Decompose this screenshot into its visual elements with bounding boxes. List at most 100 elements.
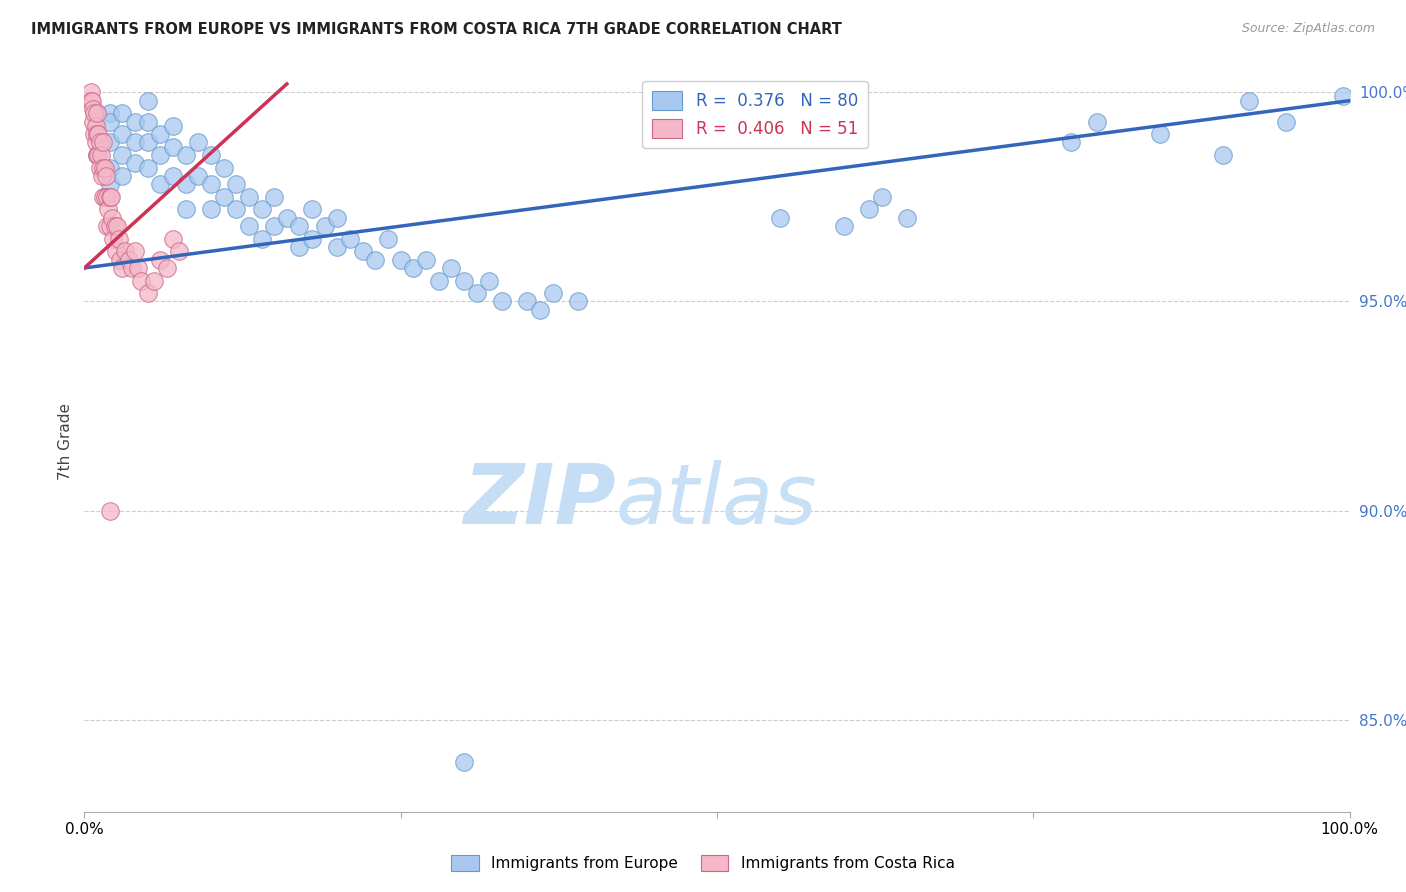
- Point: [124, 136, 146, 150]
- Point: [149, 252, 172, 267]
- Point: [326, 240, 349, 254]
- Point: [1275, 114, 1298, 128]
- Point: [84, 119, 107, 133]
- Point: [516, 294, 538, 309]
- Point: [118, 252, 141, 267]
- Point: [136, 161, 159, 175]
- Point: [93, 190, 115, 204]
- Point: [111, 148, 134, 162]
- Point: [1212, 148, 1234, 162]
- Point: [98, 178, 121, 192]
- Point: [121, 260, 143, 275]
- Point: [149, 178, 172, 192]
- Point: [174, 178, 197, 192]
- Point: [212, 161, 235, 175]
- Point: [212, 190, 235, 204]
- Point: [453, 273, 475, 287]
- Point: [200, 148, 222, 162]
- Point: [541, 286, 564, 301]
- Point: [104, 219, 127, 234]
- Point: [101, 211, 124, 225]
- Point: [86, 127, 108, 141]
- Point: [136, 136, 159, 150]
- Point: [276, 211, 298, 225]
- Point: [301, 232, 323, 246]
- Point: [339, 232, 361, 246]
- Point: [896, 211, 918, 225]
- Point: [567, 294, 589, 309]
- Point: [1149, 127, 1171, 141]
- Point: [111, 127, 134, 141]
- Point: [96, 190, 118, 204]
- Point: [149, 148, 172, 162]
- Point: [149, 127, 172, 141]
- Point: [858, 202, 880, 217]
- Point: [162, 169, 184, 183]
- Point: [200, 178, 222, 192]
- Point: [529, 302, 551, 317]
- Point: [352, 244, 374, 259]
- Point: [93, 190, 115, 204]
- Point: [86, 106, 108, 120]
- Point: [93, 161, 115, 175]
- Point: [90, 148, 112, 162]
- Point: [1060, 136, 1083, 150]
- Point: [93, 136, 115, 150]
- Point: [93, 161, 115, 175]
- Point: [465, 286, 488, 301]
- Text: atlas: atlas: [616, 460, 817, 541]
- Point: [314, 219, 336, 234]
- Point: [301, 202, 323, 217]
- Point: [238, 219, 260, 234]
- Point: [124, 114, 146, 128]
- Point: [1237, 94, 1260, 108]
- Point: [94, 169, 117, 183]
- Point: [187, 136, 209, 150]
- Point: [162, 139, 184, 153]
- Point: [114, 244, 136, 259]
- Point: [832, 219, 855, 234]
- Point: [136, 114, 159, 128]
- Point: [440, 260, 463, 275]
- Point: [129, 273, 153, 287]
- Point: [124, 156, 146, 170]
- Point: [98, 136, 121, 150]
- Y-axis label: 7th Grade: 7th Grade: [58, 403, 73, 480]
- Point: [155, 260, 177, 275]
- Point: [86, 148, 108, 162]
- Point: [250, 232, 273, 246]
- Point: [84, 136, 107, 150]
- Point: [1085, 114, 1108, 128]
- Point: [87, 127, 110, 141]
- Point: [377, 232, 399, 246]
- Point: [427, 273, 450, 287]
- Point: [105, 219, 128, 234]
- Point: [169, 244, 191, 259]
- Point: [86, 106, 108, 120]
- Point: [127, 260, 149, 275]
- Point: [87, 148, 110, 162]
- Point: [111, 106, 134, 120]
- Point: [478, 273, 501, 287]
- Point: [1333, 89, 1355, 103]
- Point: [96, 219, 118, 234]
- Point: [870, 190, 893, 204]
- Point: [98, 503, 121, 517]
- Point: [98, 190, 121, 204]
- Point: [364, 252, 387, 267]
- Legend: R =  0.376   N = 80, R =  0.406   N = 51: R = 0.376 N = 80, R = 0.406 N = 51: [643, 81, 868, 148]
- Point: [250, 202, 273, 217]
- Point: [162, 232, 184, 246]
- Point: [98, 106, 121, 120]
- Point: [187, 169, 209, 183]
- Point: [103, 232, 125, 246]
- Point: [108, 252, 131, 267]
- Point: [100, 190, 122, 204]
- Point: [415, 252, 437, 267]
- Point: [491, 294, 513, 309]
- Point: [91, 169, 114, 183]
- Point: [143, 273, 166, 287]
- Point: [80, 94, 103, 108]
- Point: [79, 94, 103, 108]
- Point: [263, 219, 285, 234]
